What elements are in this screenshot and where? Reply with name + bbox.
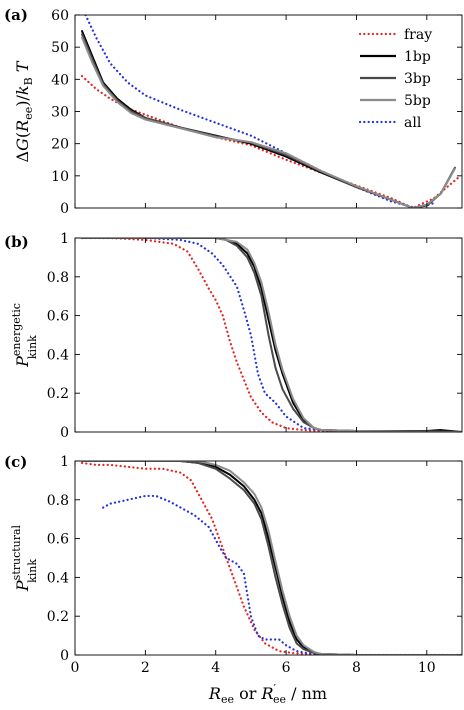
panel-a-series — [80, 15, 460, 208]
series-line-5bp-a — [81, 36, 456, 208]
legend: fray 1bp 3bp 5bp all — [358, 27, 432, 131]
legend-label-1bp: 1bp — [404, 49, 431, 65]
y-tick-label: 0.4 — [47, 347, 69, 363]
x-tick-label: 6 — [282, 660, 291, 676]
panel-c: (c) 0 2 4 6 8 10 0 0.2 0.4 0.6 0.8 1 Pstructural kin… — [4, 453, 463, 706]
series-line-5bp-b — [81, 238, 462, 432]
panel-b-plot: 0 0.2 0.4 0.6 0.8 1 — [47, 231, 463, 441]
panel-c-frame — [74, 460, 463, 656]
y-tick-label: 0.8 — [47, 270, 69, 286]
series-line-all-c — [102, 494, 462, 655]
y-tick-label: 0.6 — [47, 532, 69, 548]
x-tick-label: 8 — [352, 660, 361, 676]
series-line-5bp-c — [81, 461, 462, 655]
legend-label-3bp: 3bp — [404, 71, 431, 87]
series-line-3bp-c — [81, 461, 462, 655]
panel-a-label: (a) — [4, 6, 28, 24]
x-tick-label: 0 — [71, 660, 80, 676]
series-line-fray-c — [80, 461, 462, 655]
panel-c-plot: 0 2 4 6 8 10 0 0.2 0.4 0.6 0.8 1 — [47, 454, 463, 676]
series-line-1bp-a — [81, 30, 456, 208]
series-line-all-a — [84, 15, 435, 208]
legend-label-5bp: 5bp — [404, 93, 431, 109]
series-line-all-b — [80, 238, 462, 432]
y-tick-label: 0 — [60, 425, 69, 441]
y-tick-label: 50 — [51, 40, 69, 56]
panel-a-plot: 0 10 20 30 40 50 60 — [51, 8, 463, 217]
panel-c-series — [80, 461, 462, 655]
y-tick-label: 30 — [51, 105, 69, 121]
y-tick-label: 0 — [60, 648, 69, 664]
y-tick-label: 20 — [51, 137, 69, 153]
panel-c-ylabel: Pstructural kink — [10, 524, 39, 592]
series-line-fray-a — [80, 75, 460, 208]
y-tick-label: 0.6 — [47, 309, 69, 325]
x-axis-label: Ree or R′ ee / nm — [208, 682, 327, 706]
series-line-3bp-a — [81, 33, 456, 208]
panel-a-ylabel: ΔG(Ree)/kB T — [13, 60, 35, 162]
y-tick-label: 0 — [60, 201, 69, 217]
series-line-1bp-b — [81, 238, 462, 432]
y-tick-label: 0.4 — [47, 570, 69, 586]
y-tick-label: 0.2 — [47, 609, 69, 625]
panel-b-frame — [74, 237, 463, 433]
x-tick-label: 10 — [418, 660, 436, 676]
panel-b-ylabel: Penergetic kink — [10, 303, 39, 368]
panel-c-label: (c) — [4, 453, 27, 471]
panel-b: (b) 0 0.2 0.4 0.6 0.8 1 Penergetic kink — [4, 231, 463, 441]
y-tick-label: 60 — [51, 8, 69, 24]
panel-b-label: (b) — [4, 233, 29, 251]
y-tick-label: 1 — [60, 231, 69, 247]
panel-a: (a) 0 10 20 30 40 50 60 ΔG(Ree)/kB T fray 1bp 3b… — [4, 6, 463, 217]
legend-label-all: all — [404, 115, 422, 131]
x-tick-label: 4 — [211, 660, 220, 676]
legend-label-fray: fray — [404, 27, 432, 43]
y-tick-label: 1 — [60, 454, 69, 470]
y-tick-label: 10 — [51, 169, 69, 185]
y-tick-label: 0.8 — [47, 493, 69, 509]
panel-b-series — [80, 238, 462, 432]
y-tick-label: 40 — [51, 72, 69, 88]
series-line-fray-b — [80, 238, 462, 432]
x-tick-label: 2 — [141, 660, 150, 676]
y-tick-label: 0.2 — [47, 386, 69, 402]
